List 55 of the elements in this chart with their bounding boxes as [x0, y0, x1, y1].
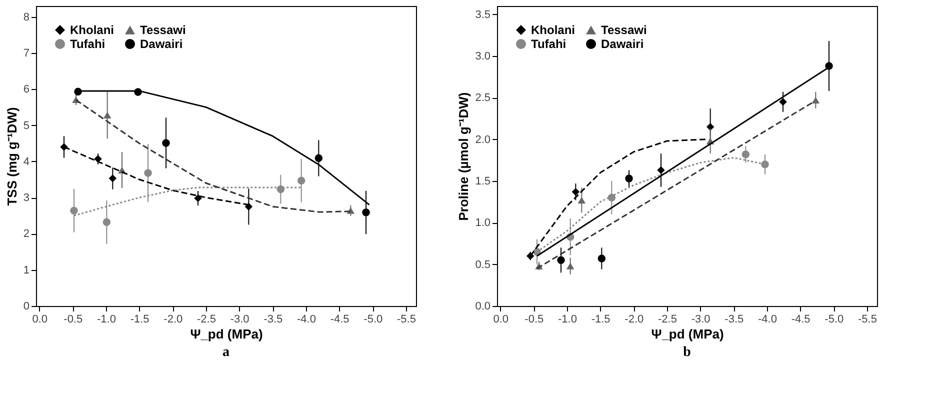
y-tick-label: 1.5: [475, 176, 490, 188]
x-tick-label: -1.5: [130, 314, 150, 326]
x-tick-label: -0.5: [64, 314, 83, 326]
legend-label: Dawairi: [601, 37, 644, 51]
y-tick-label: 0.0: [475, 300, 490, 312]
y-tick-label: 4: [23, 156, 30, 168]
y-tick-label: 7: [23, 47, 30, 60]
x-tick-label: -3.5: [724, 314, 744, 326]
x-tick-label: 0.0: [32, 314, 48, 326]
x-tick-label: -3.0: [230, 314, 250, 326]
x-tick-label: -1.5: [591, 314, 610, 326]
legend-label: Kholani: [70, 23, 114, 37]
y-tick-label: 3.5: [475, 8, 490, 21]
x-tick-label: -5.0: [364, 314, 383, 326]
legend-label: Kholani: [531, 23, 575, 37]
x-tick-label: -4.5: [791, 314, 810, 326]
x-tick-label: -4.5: [330, 314, 350, 326]
x-tick-label: -2.0: [624, 314, 644, 326]
y-tick-label: 1: [23, 264, 30, 276]
y-axis-title: TSS (mg g⁻¹DW): [4, 107, 20, 206]
x-tick-label: -2.0: [164, 314, 183, 326]
legend-label: Tufahi: [531, 37, 566, 51]
x-tick-label: -5.0: [824, 314, 844, 326]
x-tick-label: -2.5: [197, 314, 216, 326]
x-axis-title: Ψ_pd (MPa): [190, 326, 263, 342]
y-tick-label: 0: [23, 300, 30, 312]
legend-label: Tessawi: [140, 23, 186, 37]
text: a: [222, 345, 230, 360]
legend-label: Tessawi: [601, 23, 647, 37]
x-tick-label: -4.0: [758, 314, 777, 326]
y-tick-label: 2: [23, 228, 30, 240]
y-tick-label: 3: [23, 192, 30, 204]
y-tick-label: 0.5: [475, 258, 490, 271]
y-tick-label: 6: [23, 84, 30, 96]
y-tick-label: 3.0: [475, 50, 490, 62]
x-tick-label: -0.5: [524, 314, 544, 326]
x-tick-label: -4.0: [297, 314, 316, 326]
x-tick-label: -2.5: [658, 314, 677, 326]
x-tick-label: -1.0: [558, 314, 577, 326]
x-axis-title: Ψ_pd (MPa): [651, 326, 724, 342]
x-tick-label: -3.5: [264, 314, 283, 326]
x-tick-label: -5.5: [858, 314, 877, 326]
text: b: [683, 345, 692, 360]
x-tick-label: -3.0: [691, 314, 710, 326]
y-tick-label: 5: [23, 120, 30, 132]
y-tick-label: 1.0: [475, 217, 490, 230]
y-tick-label: 8: [23, 11, 30, 24]
y-tick-label: 2.5: [475, 92, 490, 104]
x-tick-label: 0.0: [493, 314, 508, 326]
x-tick-label: -1.0: [97, 314, 116, 326]
legend-label: Dawairi: [140, 37, 183, 51]
x-tick-label: -5.5: [397, 314, 416, 326]
y-axis-title: Proline (µmol g⁻¹DW): [456, 92, 472, 221]
y-tick-label: 2.0: [475, 134, 490, 146]
legend-label: Tufahi: [70, 37, 106, 51]
